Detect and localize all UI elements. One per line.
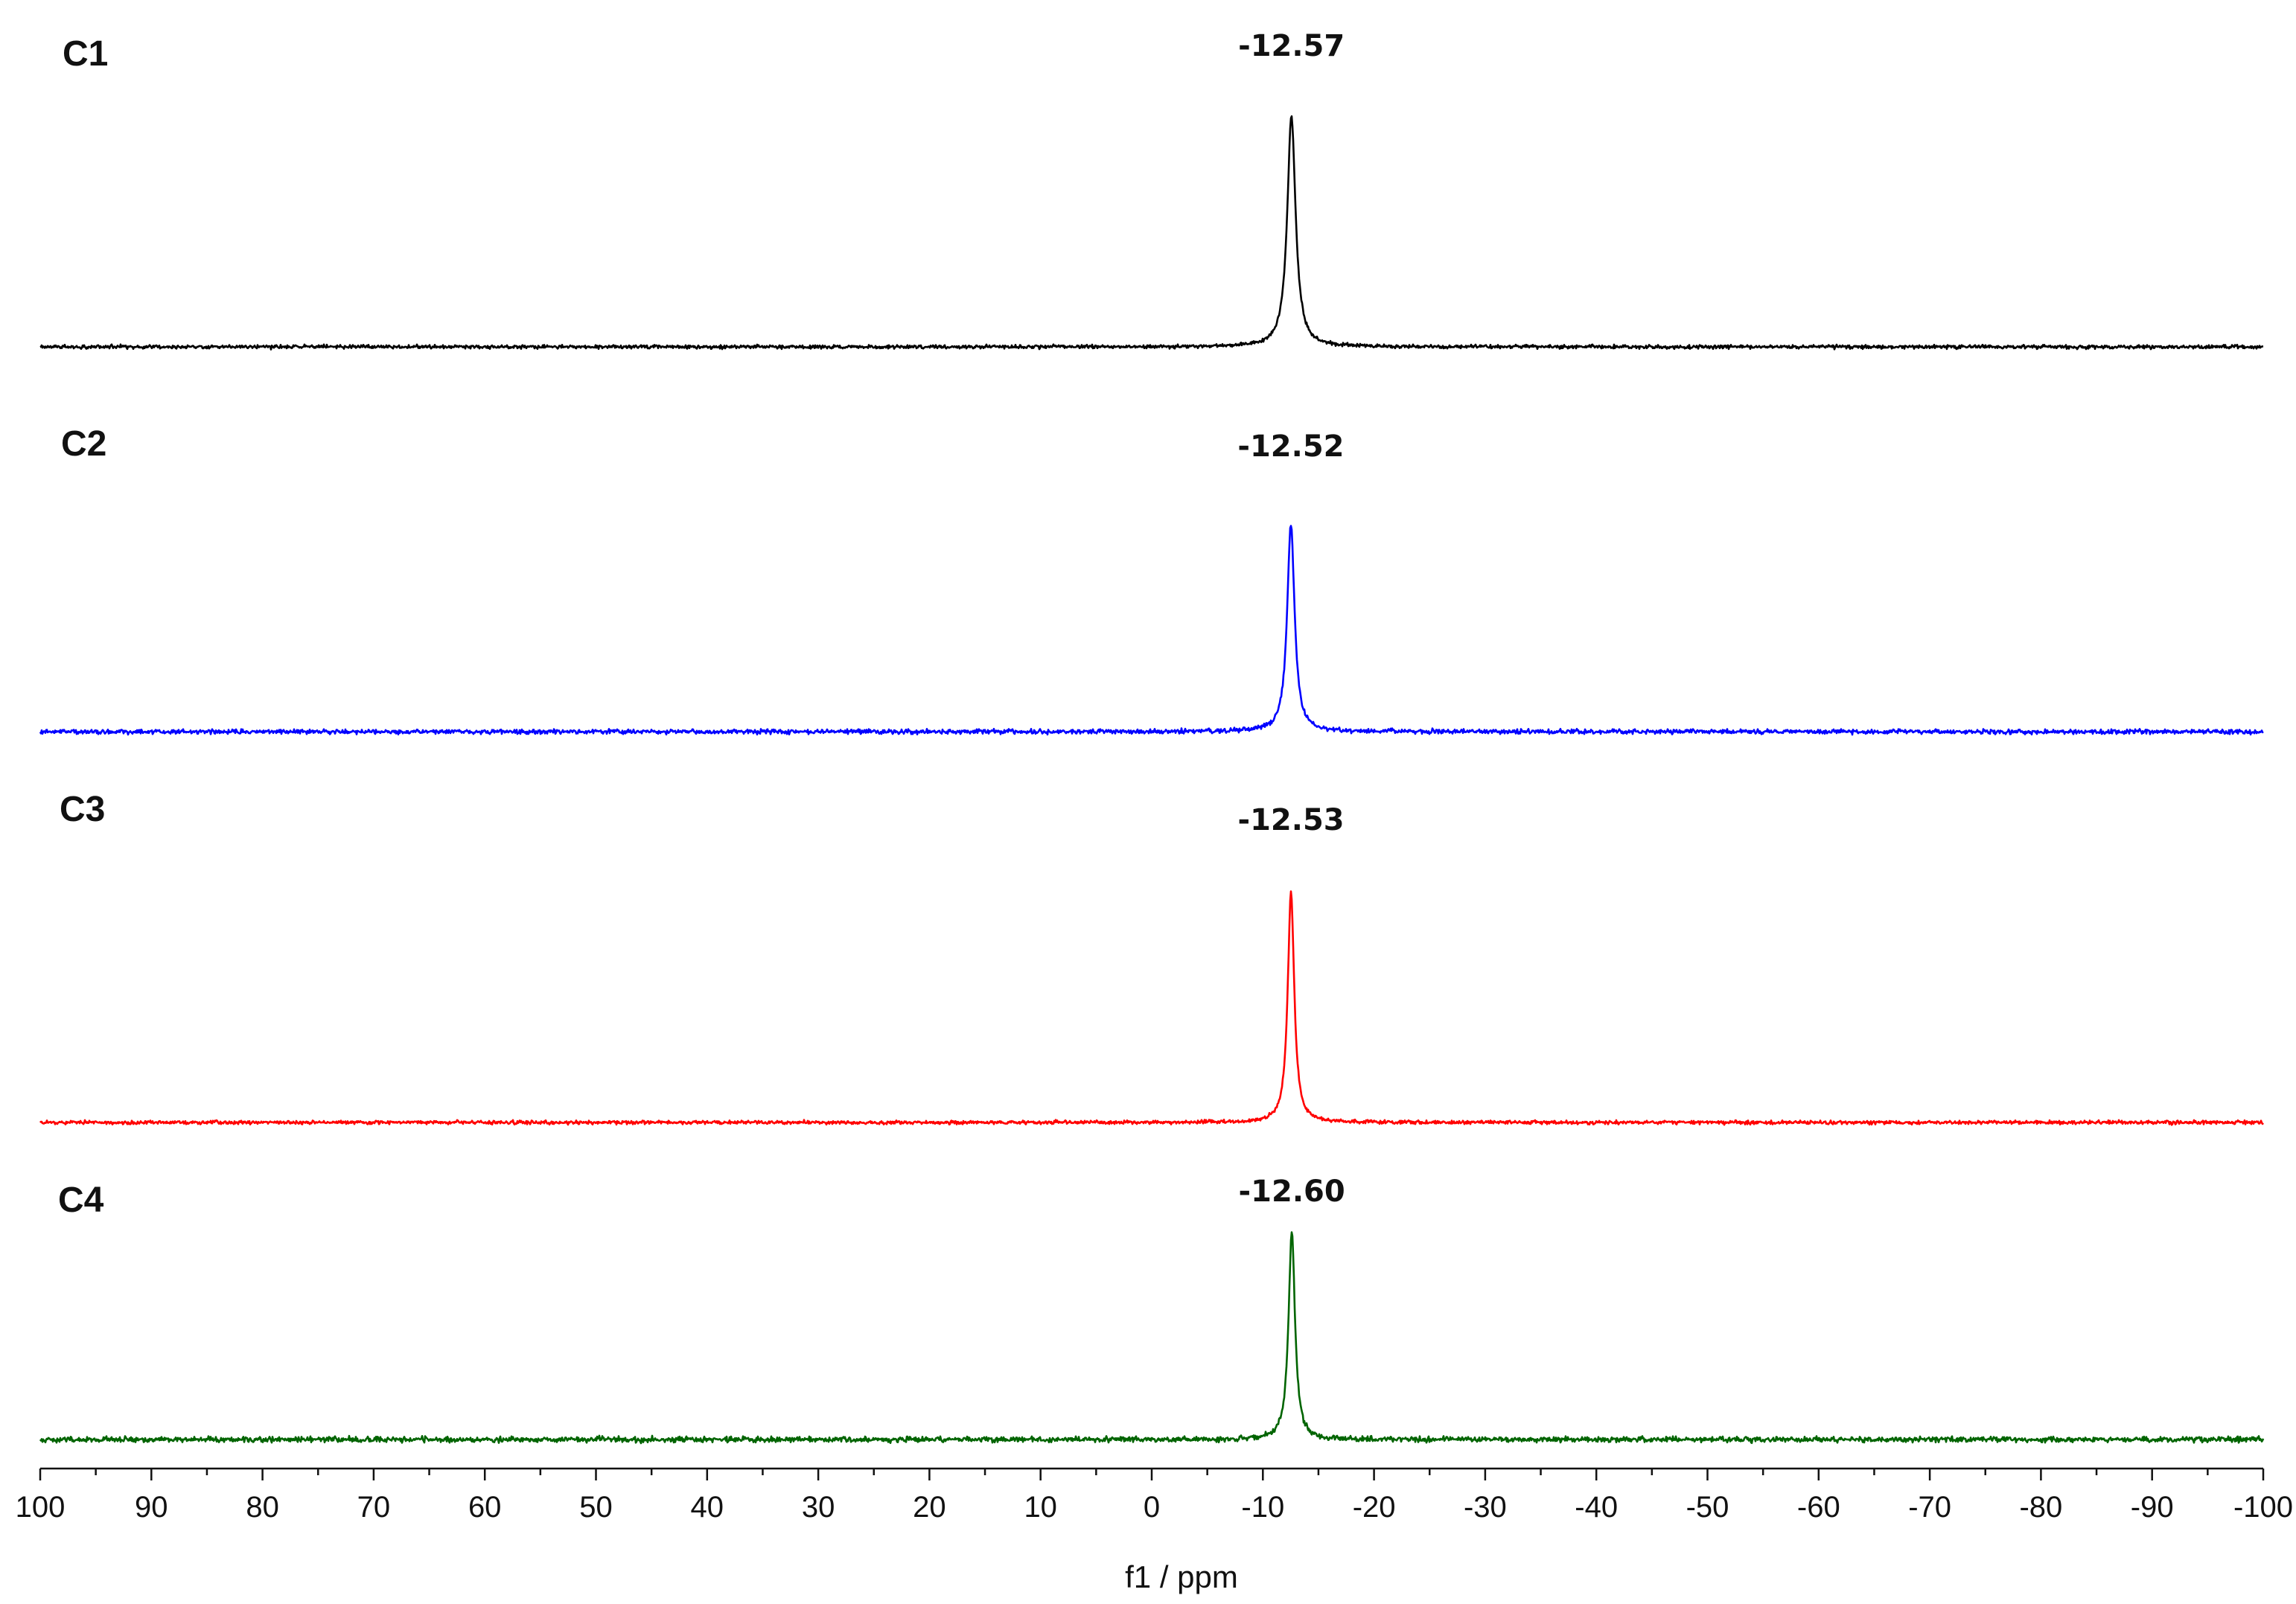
x-tick-label: 50 xyxy=(579,1491,613,1524)
x-tick-label: -90 xyxy=(2131,1491,2174,1524)
x-tick-label: -30 xyxy=(1464,1491,1507,1524)
x-tick-label: -50 xyxy=(1686,1491,1729,1524)
spectrum-trace-c2 xyxy=(39,525,2264,736)
x-tick-label: 10 xyxy=(1024,1491,1057,1524)
x-tick-label: 70 xyxy=(357,1491,391,1524)
x-tick-label: -40 xyxy=(1575,1491,1618,1524)
x-axis-ticks xyxy=(39,1469,2265,1480)
peak-label-c2: -12.52 xyxy=(1237,429,1344,464)
x-tick-label: -100 xyxy=(2233,1491,2293,1524)
spectrum-label-c3: C3 xyxy=(60,790,105,829)
x-tick-label: 20 xyxy=(913,1491,946,1524)
x-axis-title: f1 / ppm xyxy=(1125,1559,1238,1594)
peak-label-c4: -12.60 xyxy=(1239,1175,1345,1209)
x-axis: 100 90 80 70 60 50 40 30 20 10 0 -10 -20 -30 -40 -50 -60… xyxy=(16,1467,2293,1524)
spectrum-trace-c3 xyxy=(39,890,2264,1126)
peak-label-c1: -12.57 xyxy=(1238,29,1345,63)
x-tick-label: -20 xyxy=(1353,1491,1396,1524)
x-tick-label: 60 xyxy=(468,1491,502,1524)
spectrum-trace-c1 xyxy=(39,115,2264,351)
x-tick-label: -80 xyxy=(2019,1491,2062,1524)
spectrum-label-c2: C2 xyxy=(61,424,106,464)
x-tick-label: -70 xyxy=(1908,1491,1951,1524)
x-tick-label: 90 xyxy=(135,1491,168,1524)
x-tick-label: 100 xyxy=(16,1491,66,1524)
spectrum-label-c4: C4 xyxy=(58,1180,104,1220)
x-tick-label: 40 xyxy=(691,1491,724,1524)
spectrum-label-c1: C1 xyxy=(63,34,108,74)
x-axis-tick-labels: 100 90 80 70 60 50 40 30 20 10 0 -10 -20 -30 -40 -50 -60… xyxy=(16,1491,2293,1524)
spectrum-labels: C1 C2 C3 C4 xyxy=(58,34,108,1220)
x-tick-label: 30 xyxy=(802,1491,835,1524)
peak-label-c3: -12.53 xyxy=(1238,803,1345,837)
x-tick-label: 0 xyxy=(1144,1491,1160,1524)
spectrum-trace-c4 xyxy=(39,1231,2265,1445)
peak-labels: -12.57 -12.52 -12.53 -12.60 xyxy=(1237,29,1345,1209)
spectra-traces xyxy=(39,115,2265,1445)
x-tick-label: 80 xyxy=(246,1491,279,1524)
x-tick-label: -60 xyxy=(1797,1491,1840,1524)
x-tick-label: -10 xyxy=(1241,1491,1284,1524)
